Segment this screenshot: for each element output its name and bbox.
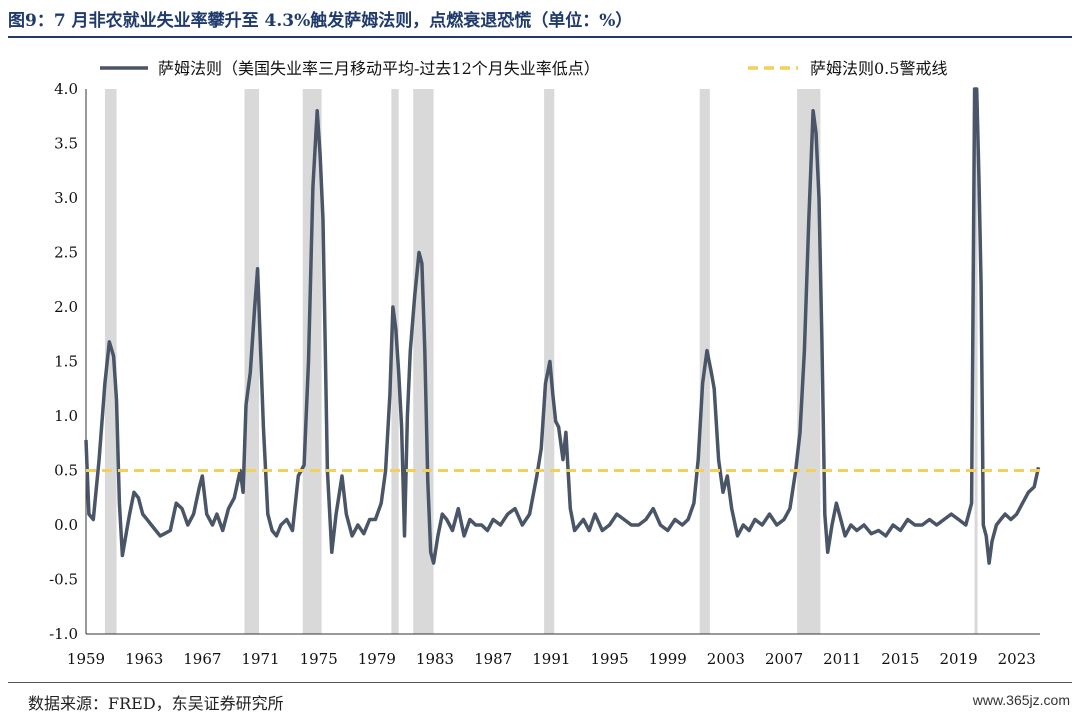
recession-bar (391, 89, 399, 634)
x-tick-label: 1995 (590, 650, 628, 668)
x-tick-label: 1987 (474, 650, 512, 668)
y-tick-label: 2.5 (54, 244, 78, 262)
watermark: www.365jz.com (972, 692, 1070, 708)
axes: 4.0 3.5 3.0 2.5 2.0 1.5 1.0 0.5 0.0 -0.5 -1.0 1959 1… (49, 80, 1040, 668)
x-tick-label: 1991 (532, 650, 570, 668)
figure-title: 图9：7 月非农就业失业率攀升至 4.3%触发萨姆法则，点燃衰退恐慌（单位：%） (8, 11, 633, 31)
y-tick-label: 3.5 (54, 135, 78, 153)
footer-rule (8, 682, 1072, 683)
x-tick-label: 1983 (416, 650, 454, 668)
y-tick-label: 0.0 (54, 516, 78, 534)
series-layer (84, 87, 1041, 565)
y-tick-label: -1.0 (49, 625, 78, 643)
legend-label-threshold: 萨姆法则0.5警戒线 (810, 59, 947, 78)
x-tick-label: 1975 (300, 650, 338, 668)
x-tick-label: 2003 (707, 650, 745, 668)
legend-label-sahm: 萨姆法则（美国失业率三月移动平均-过去12个月失业率低点） (158, 59, 600, 78)
recession-bar (797, 89, 821, 634)
x-tick-label: 2023 (998, 650, 1036, 668)
recession-bar (302, 89, 322, 634)
y-tick-label: 1.0 (54, 407, 78, 425)
title-rule (8, 36, 1072, 38)
recession-bar (104, 89, 117, 634)
y-tick-label: 1.5 (54, 353, 78, 371)
x-tick-label: 1963 (125, 650, 163, 668)
y-tick-label: 4.0 (54, 80, 78, 98)
y-tick-label: 3.0 (54, 189, 78, 207)
y-tick-label: 2.0 (54, 298, 78, 316)
recession-shading (104, 89, 978, 634)
sahm-rule-line (84, 87, 1041, 565)
x-tick-label: 2015 (881, 650, 919, 668)
y-tick-label: 0.5 (54, 462, 78, 480)
x-tick-label: 1959 (67, 650, 105, 668)
x-tick-label: 2007 (765, 650, 803, 668)
x-tick-label: 2011 (823, 650, 861, 668)
x-tick-label: 1979 (358, 650, 396, 668)
source-note: 数据来源：FRED，东吴证券研究所 (28, 694, 284, 713)
x-tick-label: 1967 (183, 650, 221, 668)
x-tick-label: 1971 (241, 650, 279, 668)
x-tick-label: 1999 (649, 650, 687, 668)
x-tick-label: 2019 (939, 650, 977, 668)
recession-bar (974, 89, 978, 634)
y-tick-label: -0.5 (49, 571, 78, 589)
legend: 萨姆法则（美国失业率三月移动平均-过去12个月失业率低点） 萨姆法则0.5警戒线 (100, 59, 947, 78)
